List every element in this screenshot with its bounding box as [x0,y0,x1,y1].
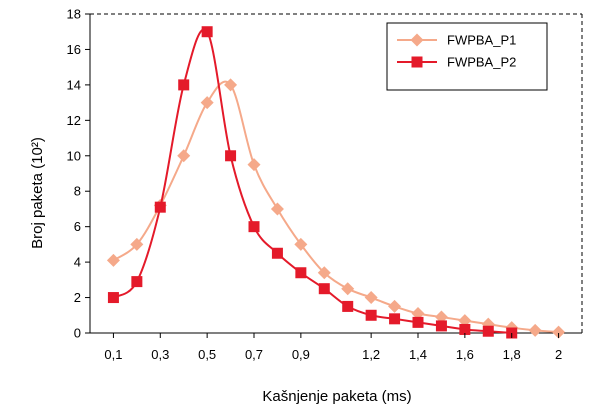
x-tick-label: 0,1 [104,347,122,362]
data-point [435,320,447,332]
y-tick-label: 4 [74,255,81,270]
y-tick-label: 10 [67,148,81,163]
data-point [154,201,166,213]
data-point [130,237,144,251]
legend-marker [411,56,423,68]
data-point [364,291,378,305]
data-point [528,323,542,337]
y-tick-label: 16 [67,42,81,57]
data-point [318,283,330,295]
x-tick-label: 1,4 [409,347,427,362]
data-point [200,96,214,110]
x-tick-label: 1,2 [362,347,380,362]
data-point [341,282,355,296]
x-axis-title: Kašnjenje paketa (ms) [262,388,411,405]
y-axis-title: Broj paketa (10²) [29,137,46,249]
data-point [295,267,307,279]
x-tick-label: 1,6 [456,347,474,362]
x-tick-label: 2 [555,347,562,362]
x-tick-label: 1,8 [503,347,521,362]
legend-label: FWPBA_P2 [447,55,516,70]
data-point [294,237,308,251]
data-point [458,314,472,328]
data-point [388,299,402,313]
data-point [270,202,284,216]
axes: 0 2 4 6 8 10 12 14 16 18 0,1 0,3 0,5 0,7 0,9 1,2 1,4 1,6 1… [67,7,563,363]
series-FWPBA_P1 [106,78,566,339]
data-point [317,266,331,280]
y-tick-label: 6 [74,219,81,234]
data-point [224,78,238,92]
series-FWPBA_P2 [107,26,518,339]
data-point [201,26,213,38]
data-point [434,310,448,324]
data-point [178,79,190,91]
x-tick-label: 0,3 [151,347,169,362]
data-point [131,276,143,288]
series-layer [106,26,566,339]
data-point [411,307,425,321]
y-tick-label: 2 [74,290,81,305]
data-point [106,253,120,267]
data-point [248,221,260,233]
y-tick-label: 12 [67,113,81,128]
series-line [112,80,559,334]
data-point [365,309,377,321]
y-tick-label: 8 [74,184,81,199]
y-tick-label: 0 [74,326,81,341]
x-tick-label: 0,9 [292,347,310,362]
data-point [342,300,354,312]
data-point [389,313,401,325]
legend-label: FWPBA_P1 [447,33,516,48]
x-tick-label: 0,5 [198,347,216,362]
data-point [177,149,191,163]
x-tick-label: 0,7 [245,347,263,362]
data-point [412,316,424,328]
data-point [552,325,566,339]
y-tick-label: 14 [67,77,81,92]
data-point [107,292,119,304]
data-point [225,150,237,162]
legend-marker [410,33,424,47]
data-point [482,325,494,337]
data-point [271,247,283,259]
data-point [247,158,261,172]
data-point [459,323,471,335]
y-tick-label: 18 [67,7,81,22]
legend: FWPBA_P1 FWPBA_P2 [386,22,548,91]
